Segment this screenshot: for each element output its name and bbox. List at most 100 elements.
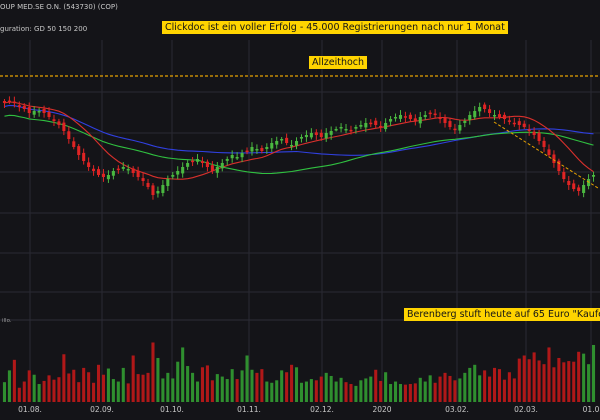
candle-body	[87, 162, 91, 167]
candle-body	[131, 168, 135, 173]
volume-bar	[517, 358, 521, 402]
volume-bar	[497, 369, 502, 402]
candle-body	[186, 163, 190, 167]
volume-bar	[111, 379, 115, 402]
volume-bar	[161, 378, 165, 402]
candle-body	[398, 115, 403, 119]
volume-bar	[47, 375, 51, 402]
x-tick-label: 02.12.	[310, 405, 334, 414]
volume-bar	[141, 374, 145, 402]
volume-bar	[290, 364, 294, 402]
volume-bar	[270, 382, 274, 402]
candle-body	[72, 141, 76, 147]
trend-line	[493, 121, 599, 189]
candle-body	[77, 146, 81, 155]
volume-bar	[418, 377, 422, 402]
candle-body	[57, 121, 61, 125]
volume-bar	[591, 344, 596, 402]
volume-bar	[181, 347, 185, 402]
candle-body	[141, 178, 145, 181]
candle-body	[230, 155, 234, 159]
candle-body	[314, 132, 318, 135]
candle-body	[537, 132, 541, 141]
volume-bar	[17, 387, 21, 402]
candle-body	[492, 115, 497, 117]
volume-bar	[77, 382, 81, 402]
volume-bar	[403, 384, 407, 402]
candle-body	[379, 125, 383, 128]
candle-body	[339, 127, 343, 129]
volume-bars	[2, 342, 596, 402]
volume-bar	[458, 378, 462, 402]
volume-bar	[151, 342, 155, 402]
candle-body	[171, 175, 175, 177]
candle-body	[280, 139, 284, 141]
candle-body	[577, 187, 581, 191]
x-tick-label: 03.02.	[445, 405, 469, 414]
volume-bar	[52, 379, 56, 402]
candle-body	[458, 125, 462, 131]
candle-body	[265, 147, 269, 149]
candle-body	[393, 117, 398, 119]
candle-body	[532, 131, 536, 135]
volume-bar	[344, 382, 348, 402]
volume-bar	[171, 378, 175, 402]
candle-body	[275, 141, 279, 145]
candle-body	[176, 171, 180, 175]
volume-bar	[37, 384, 41, 402]
candle-body	[413, 118, 417, 121]
candle-body	[547, 149, 551, 155]
volume-bar	[502, 379, 506, 402]
candle-body	[200, 161, 205, 163]
candle-body	[166, 179, 170, 187]
candle-body	[443, 117, 447, 123]
gd50-line	[4, 101, 594, 180]
x-tick-label: 01.10.	[160, 405, 184, 414]
candle-body	[156, 191, 160, 194]
candle-body	[403, 116, 407, 118]
x-tick-label: 01.0	[582, 405, 600, 414]
volume-bar	[186, 366, 190, 402]
volume-bar	[285, 372, 289, 402]
candle-body	[181, 167, 185, 174]
candle-body	[542, 140, 546, 147]
volume-bar	[304, 381, 308, 402]
candle-body	[270, 143, 274, 149]
volume-bar	[32, 374, 36, 402]
candle-body	[572, 183, 576, 189]
volume-bar	[294, 367, 299, 402]
candle-body	[260, 147, 264, 151]
candle-body	[448, 121, 452, 127]
volume-bar	[240, 370, 244, 402]
volume-bar	[448, 375, 452, 402]
volume-bar	[374, 369, 378, 402]
candle-body	[527, 129, 531, 131]
candle-body	[42, 108, 46, 113]
headline-annotation: Clickdoc ist ein voller Erfolg - 45.000 …	[162, 21, 508, 34]
candle-body	[146, 182, 150, 187]
volume-bar	[235, 379, 239, 402]
candle-body	[389, 119, 393, 122]
candle-body	[319, 132, 323, 137]
candle-body	[290, 145, 294, 147]
volume-bar	[200, 367, 205, 402]
volume-bar	[522, 355, 526, 402]
volume-bar	[299, 382, 304, 402]
volume-bar	[22, 381, 26, 402]
gd50-layer	[4, 101, 594, 180]
volume-bar	[379, 380, 383, 402]
volume-bar	[225, 379, 229, 402]
candle-body	[191, 160, 195, 163]
volume-bar	[428, 375, 432, 402]
volume-bar	[309, 379, 313, 402]
x-tick-label: 01.08.	[18, 405, 42, 414]
volume-bar	[443, 372, 447, 402]
candle-body	[136, 170, 140, 177]
volume-bar	[280, 370, 284, 402]
volume-bar	[210, 380, 214, 402]
candle-body	[512, 122, 516, 125]
volume-bar	[389, 384, 393, 402]
volume-bar	[334, 381, 338, 402]
candle-body	[7, 100, 11, 103]
